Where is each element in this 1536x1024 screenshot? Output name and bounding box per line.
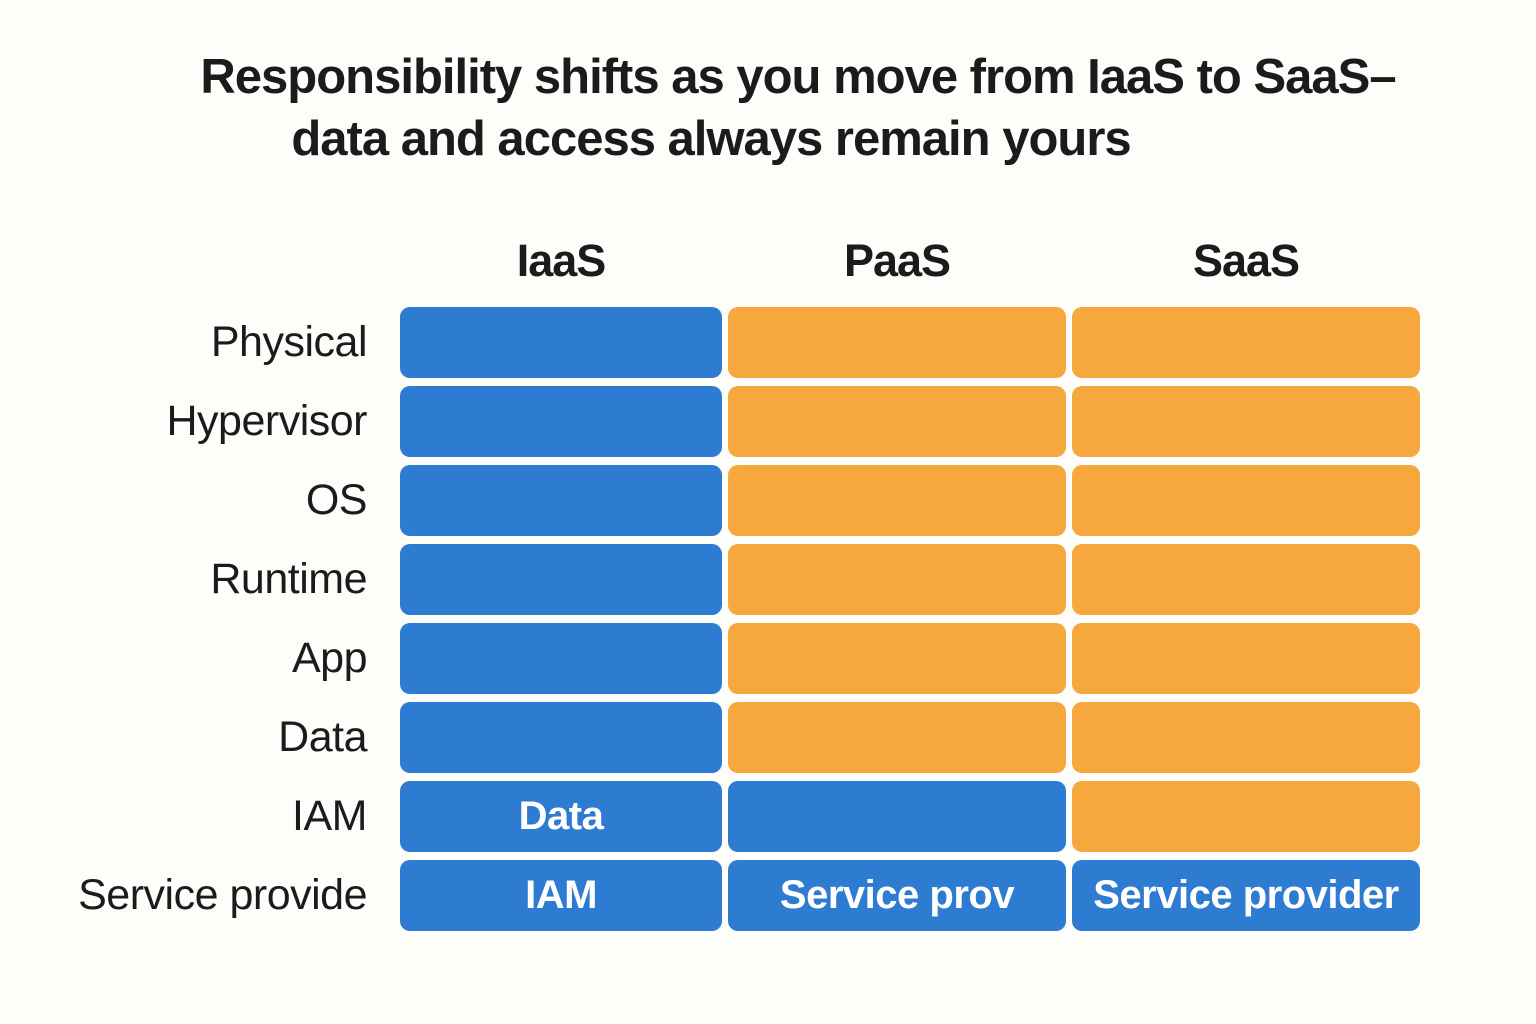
cell-runtime-paas [728,544,1066,615]
cell-app-saas [1072,623,1420,694]
cell-hypervisor-paas [728,386,1066,457]
cell-data-iaas [400,702,722,773]
cell-physical-iaas [400,307,722,378]
row-label-service-provider: Service provide [78,871,367,919]
cell-physical-saas [1072,307,1420,378]
row-label-app: App [291,634,368,682]
cell-iam-paas [728,781,1066,852]
cell-runtime-iaas [400,544,722,615]
column-headers: IaaS PaaS SaaS [400,236,1420,286]
cell-os-saas [1072,465,1420,536]
row-label-hypervisor: Hypervisor [166,397,368,445]
cell-hypervisor-iaas [400,386,722,457]
row-label-data: Data [278,713,367,761]
responsibility-grid: Data IAM Service prov Service provider [400,307,1420,931]
column-header-paas: PaaS [843,235,951,286]
cell-os-iaas [400,465,722,536]
cell-runtime-saas [1072,544,1420,615]
row-labels: Physical Hypervisor OS Runtime App Data … [0,307,383,939]
row-label-runtime: Runtime [210,555,367,603]
column-header-saas: SaaS [1192,235,1300,286]
row-label-physical: Physical [210,318,368,366]
cell-app-iaas [400,623,722,694]
cell-service-provider-iaas: IAM [400,860,722,931]
cell-os-paas [728,465,1066,536]
cell-physical-paas [728,307,1066,378]
chart-title-line-2: data and access always remain yours [291,112,1131,166]
chart-title-line-1: Responsibility shifts as you move from I… [200,50,1396,104]
cell-iam-iaas: Data [400,781,722,852]
cell-service-provider-saas: Service provider [1072,860,1420,931]
column-header-iaas: IaaS [516,235,607,286]
chart-title: Responsibility shifts as you move from I… [0,46,1536,170]
cell-data-paas [728,702,1066,773]
cell-service-provider-paas: Service prov [728,860,1066,931]
row-label-iam: IAM [292,792,367,840]
row-label-os: OS [305,476,368,524]
cell-hypervisor-saas [1072,386,1420,457]
cell-iam-saas [1072,781,1420,852]
cell-data-saas [1072,702,1420,773]
cell-app-paas [728,623,1066,694]
